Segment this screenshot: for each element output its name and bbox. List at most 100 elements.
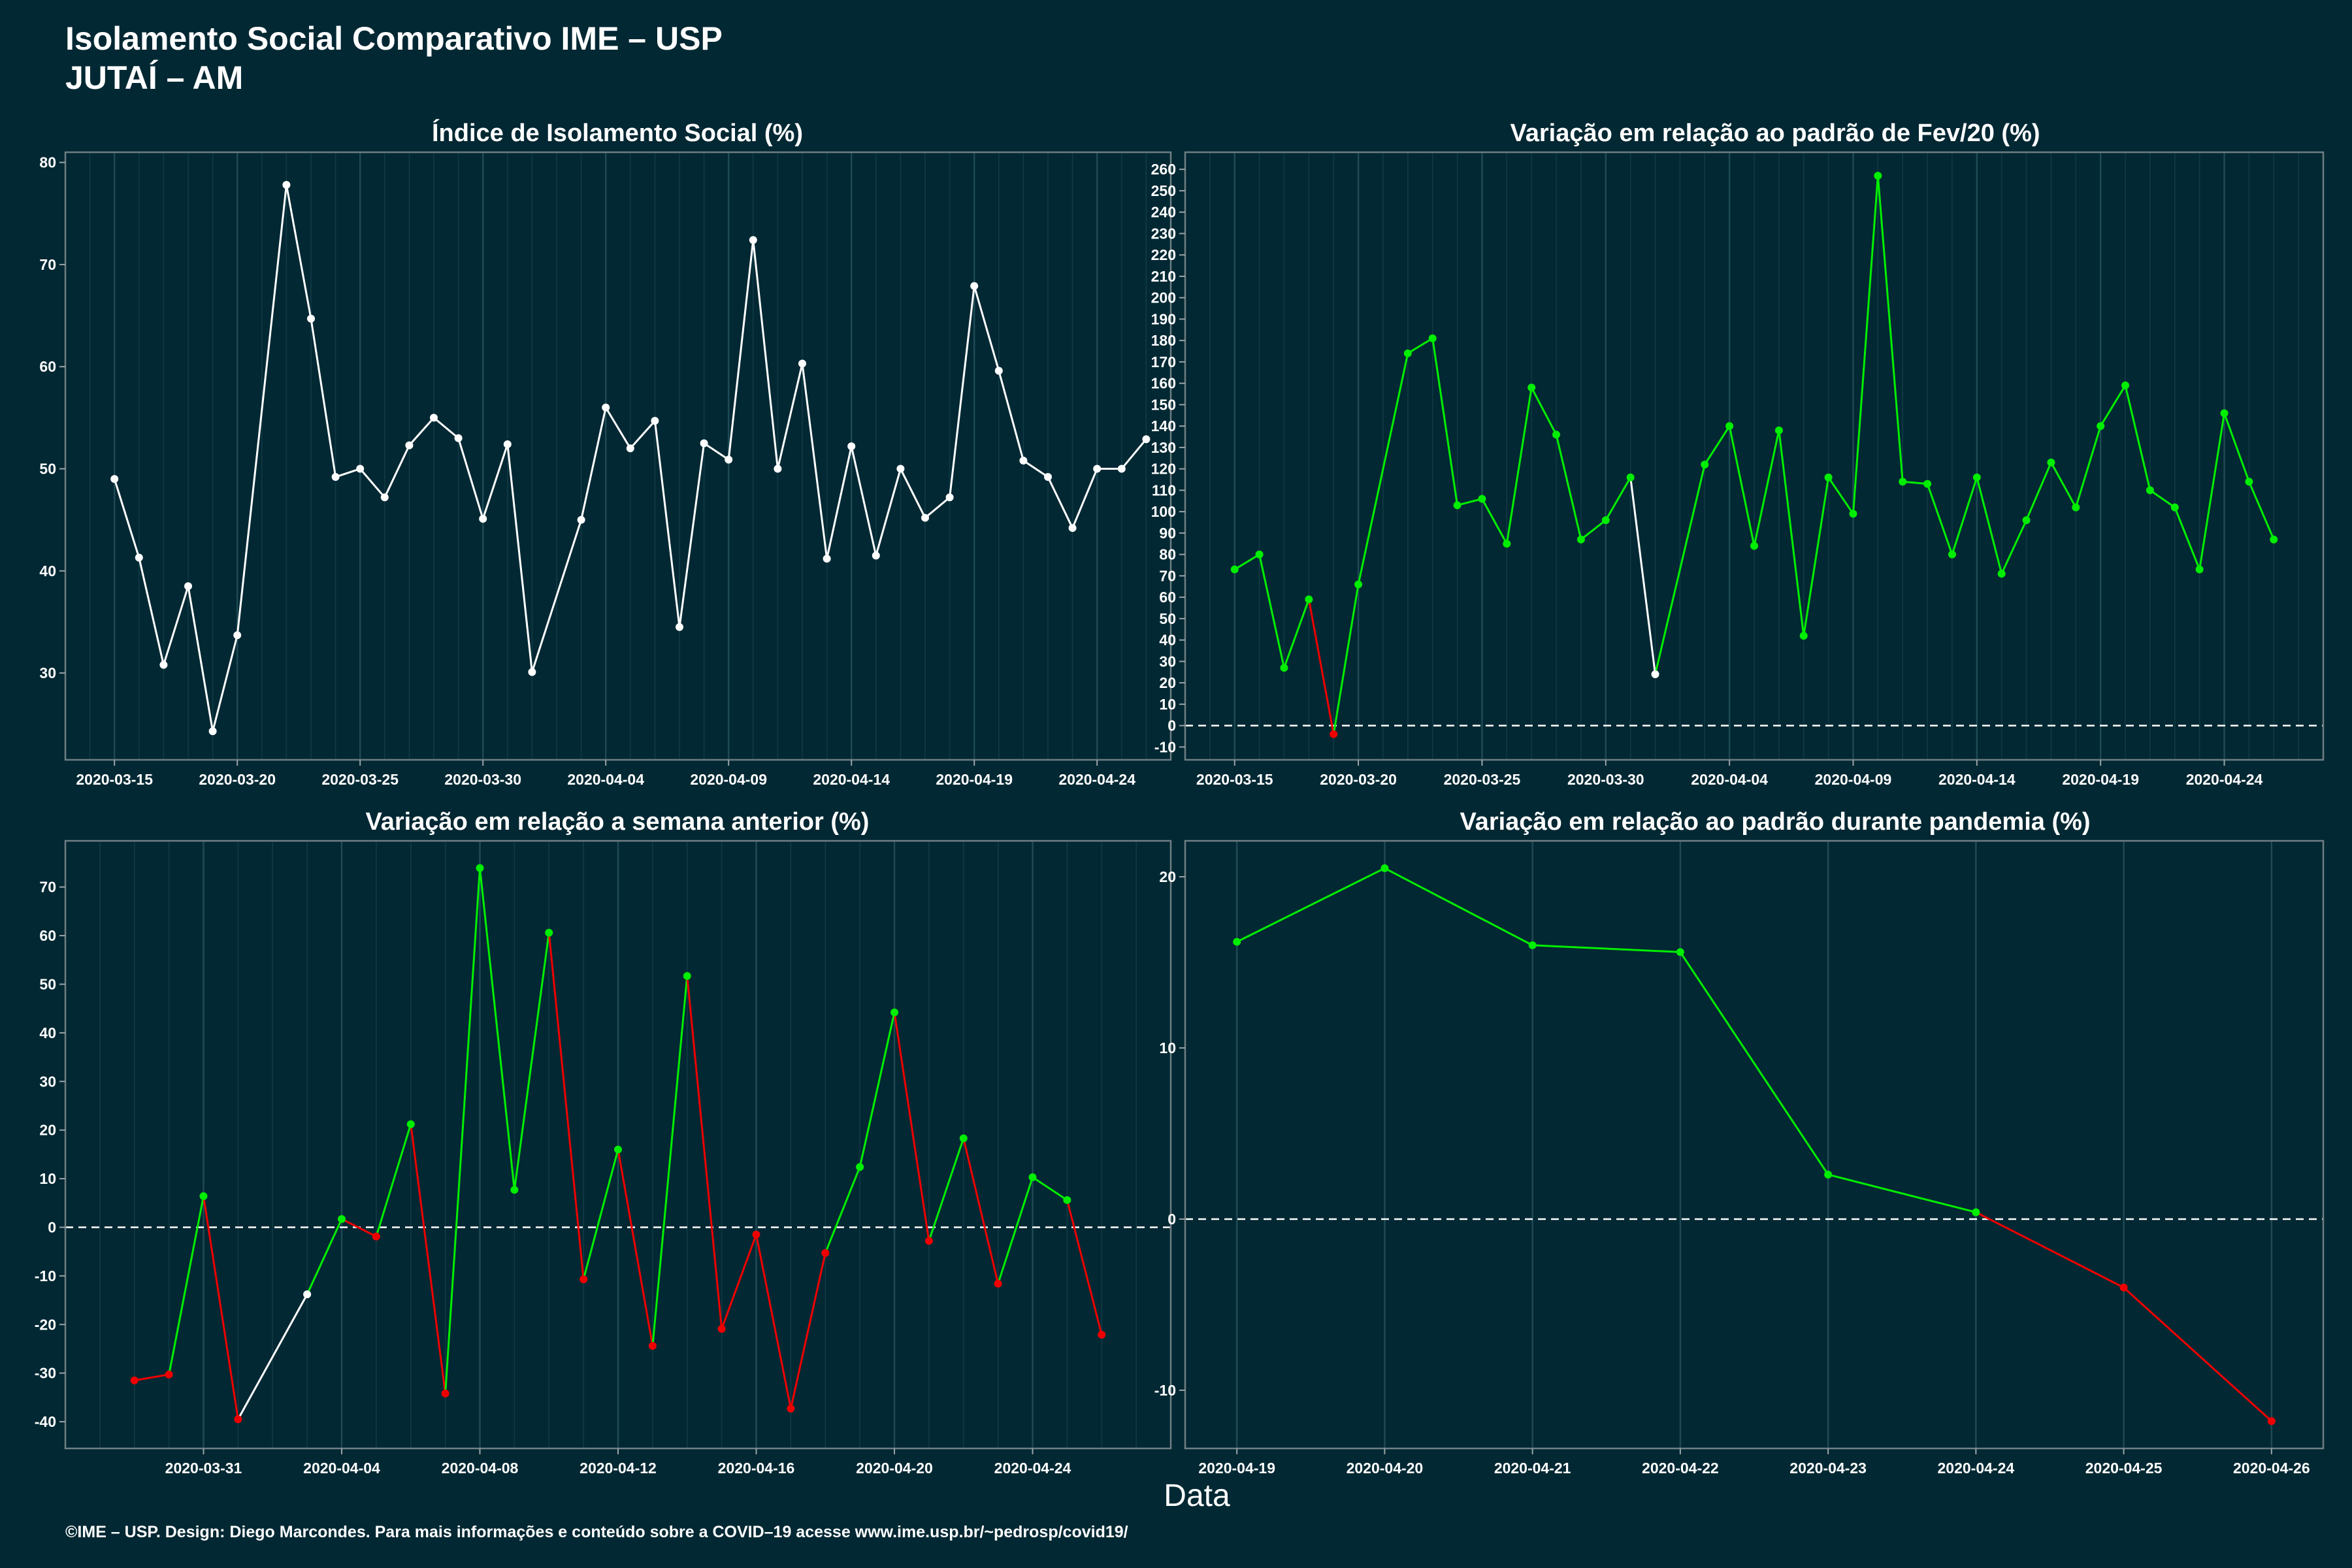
series-segment — [2223, 412, 2250, 482]
x-tick-label: 2020-03-30 — [1567, 771, 1644, 788]
series-segment — [801, 363, 828, 559]
series-segment — [2001, 519, 2027, 574]
data-point — [282, 181, 291, 189]
data-point — [2047, 458, 2055, 466]
series-segment — [1066, 1200, 1103, 1335]
x-tick-label: 2020-03-20 — [1320, 771, 1397, 788]
y-tick-label: 30 — [39, 1073, 56, 1090]
series-segment — [306, 1218, 343, 1295]
series-segment — [1384, 867, 1533, 947]
data-point — [331, 473, 340, 482]
data-point — [1676, 948, 1684, 956]
data-point — [1972, 473, 1981, 482]
series-segment — [998, 370, 1024, 461]
y-tick-label: 10 — [39, 1170, 56, 1187]
y-tick-label: 10 — [1159, 696, 1176, 713]
series-segment — [1530, 387, 1558, 435]
data-point — [614, 1145, 622, 1154]
data-point — [626, 444, 634, 453]
data-point — [1750, 542, 1758, 550]
data-point — [165, 1370, 173, 1379]
series-segment — [1703, 425, 1731, 465]
data-point — [1068, 524, 1077, 532]
data-point — [1093, 465, 1102, 473]
data-point — [1725, 422, 1734, 431]
series-segment — [113, 478, 140, 558]
data-point — [135, 553, 143, 562]
series-segment — [479, 868, 515, 1190]
data-point — [1255, 550, 1264, 559]
data-point — [184, 582, 192, 591]
y-tick-label: 30 — [39, 664, 56, 681]
y-tick-label: 50 — [39, 975, 56, 992]
series-segment — [789, 1252, 826, 1409]
series-segment — [752, 240, 779, 469]
x-tick-label: 2020-04-19 — [936, 771, 1013, 788]
series-segment — [408, 417, 435, 446]
x-tick-label: 2020-04-20 — [1347, 1460, 1424, 1477]
data-point — [1774, 426, 1783, 434]
data-point — [2245, 478, 2253, 486]
y-tick-label: 40 — [39, 563, 56, 580]
data-point — [545, 928, 553, 937]
y-tick-label: 70 — [39, 879, 56, 896]
series-segment — [1903, 480, 1928, 485]
data-point — [924, 1237, 933, 1245]
x-tick-label: 2020-04-24 — [2186, 771, 2263, 788]
series-segment — [826, 446, 853, 559]
y-tick-label: 60 — [39, 927, 56, 944]
series-segment — [444, 868, 481, 1394]
data-point — [2220, 409, 2229, 417]
x-tick-label: 2020-04-12 — [580, 1460, 657, 1477]
x-axis-label: Data — [1164, 1478, 1230, 1513]
series-segment — [2174, 507, 2201, 570]
data-point — [1098, 1330, 1106, 1339]
data-point — [717, 1324, 726, 1333]
panel-title-fev20: Variação em relação ao padrão de Fev/20 … — [1510, 120, 2040, 147]
data-point — [1923, 480, 1932, 488]
y-tick-label: 220 — [1151, 246, 1176, 263]
y-tick-label: 260 — [1151, 161, 1176, 178]
y-tick-label: 180 — [1151, 332, 1176, 349]
data-point — [2195, 565, 2204, 574]
y-tick-label: 90 — [1159, 525, 1176, 542]
series-segment — [212, 634, 238, 732]
data-point — [1528, 941, 1537, 949]
series-segment — [1926, 483, 1953, 555]
x-tick-label: 2020-04-22 — [1642, 1460, 1719, 1477]
series-segment — [1852, 175, 1879, 514]
y-tick-label: 50 — [1159, 610, 1176, 627]
y-tick-label: 120 — [1151, 461, 1176, 478]
series-segment — [2198, 413, 2226, 570]
data-point — [1824, 1170, 1833, 1179]
data-point — [1899, 478, 1907, 486]
series-segment — [1951, 477, 1978, 555]
series-segment — [237, 1294, 308, 1420]
data-point — [945, 493, 954, 502]
series-segment — [168, 1196, 204, 1375]
panel-frame — [64, 151, 1172, 761]
data-point — [503, 440, 512, 449]
y-tick-label: 80 — [39, 154, 56, 171]
series-segment — [1532, 944, 1680, 953]
data-point — [2097, 422, 2105, 431]
data-point — [307, 314, 315, 323]
series-segment — [1629, 477, 1657, 675]
y-tick-label: -20 — [35, 1316, 56, 1333]
data-point — [1280, 664, 1288, 672]
data-point — [890, 1008, 898, 1017]
data-point — [577, 515, 585, 524]
data-point — [405, 441, 414, 449]
data-point — [2170, 503, 2179, 512]
data-point — [1997, 570, 2006, 578]
data-point — [476, 864, 484, 872]
x-tick-label: 2020-03-25 — [321, 771, 399, 788]
data-point — [528, 668, 536, 676]
data-point — [1576, 535, 1585, 544]
data-point — [749, 236, 757, 244]
series-segment — [1605, 476, 1631, 521]
series-segment — [1505, 387, 1533, 544]
series-segment — [858, 1012, 896, 1168]
series-segment — [1976, 477, 2003, 574]
